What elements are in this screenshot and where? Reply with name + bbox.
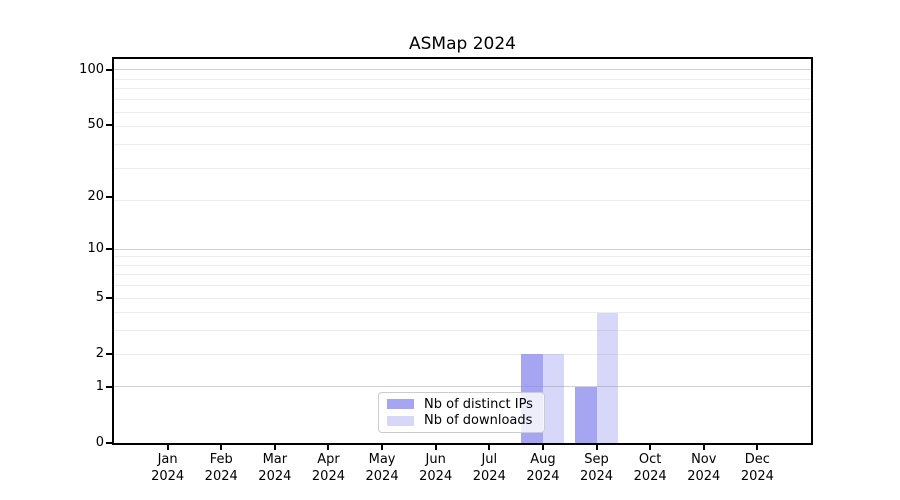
y-tick-mark bbox=[106, 297, 112, 300]
gridline-minor bbox=[114, 353, 811, 355]
gridline-minor bbox=[114, 167, 811, 169]
bar-aug-downloads bbox=[542, 354, 565, 443]
x-tick-label: Dec 2024 bbox=[725, 451, 789, 485]
x-tick-month: Oct bbox=[638, 452, 662, 467]
x-tick-year: 2024 bbox=[633, 469, 667, 484]
x-tick-mark bbox=[166, 445, 169, 450]
x-tick-label: Oct 2024 bbox=[618, 451, 682, 485]
legend-label-downloads: Nb of downloads bbox=[424, 413, 533, 429]
x-tick-label: Feb 2024 bbox=[189, 451, 253, 485]
legend-item-distinct-ips: Nb of distinct IPs bbox=[387, 397, 536, 412]
x-tick-mark bbox=[488, 445, 491, 450]
gridline-minor bbox=[114, 144, 811, 146]
x-tick-label: Aug 2024 bbox=[511, 451, 575, 485]
bar-layer bbox=[114, 59, 811, 443]
y-tick-mark bbox=[106, 442, 112, 444]
y-tick-label: 0 bbox=[95, 435, 104, 450]
gridline-minor bbox=[114, 78, 811, 80]
x-tick-year: 2024 bbox=[579, 469, 614, 484]
gridline-minor bbox=[114, 111, 811, 113]
x-tick-month: Feb bbox=[209, 452, 233, 467]
x-tick-label: Mar 2024 bbox=[243, 451, 307, 485]
x-tick-year: 2024 bbox=[258, 469, 292, 484]
x-tick-month: Jul bbox=[481, 452, 498, 467]
x-tick-mark bbox=[702, 445, 705, 450]
y-tick-label: 100 bbox=[79, 61, 104, 77]
x-tick-mark bbox=[273, 445, 276, 450]
y-tick-label: 50 bbox=[87, 117, 104, 133]
gridline-minor bbox=[114, 312, 811, 314]
x-tick-label: Sep 2024 bbox=[565, 451, 629, 485]
x-tick-label: Apr 2024 bbox=[296, 451, 360, 485]
x-tick-label: Jul 2024 bbox=[457, 451, 521, 485]
x-tick-month: Dec bbox=[744, 452, 770, 467]
gridline-major bbox=[114, 69, 811, 71]
chart-title: ASMap 2024 bbox=[409, 34, 516, 54]
x-tick-month: Nov bbox=[691, 452, 717, 467]
y-tick-label: 2 bbox=[95, 346, 104, 362]
x-tick-label: Jun 2024 bbox=[404, 451, 468, 485]
x-tick-year: 2024 bbox=[740, 469, 774, 484]
x-tick-mark bbox=[595, 445, 598, 450]
x-tick-month: Mar bbox=[262, 452, 288, 467]
y-tick-mark bbox=[106, 68, 112, 71]
x-tick-mark bbox=[327, 445, 330, 450]
gridline-minor bbox=[114, 297, 811, 299]
legend-label-distinct-ips: Nb of distinct IPs bbox=[424, 396, 533, 412]
x-tick-year: 2024 bbox=[526, 469, 560, 484]
gridline-minor bbox=[114, 264, 811, 266]
gridline-major bbox=[114, 386, 811, 388]
x-tick-label: Nov 2024 bbox=[672, 451, 736, 485]
x-tick-mark bbox=[541, 445, 544, 450]
x-tick-month: Apr bbox=[317, 452, 340, 467]
grid-layer bbox=[114, 59, 811, 443]
legend-swatch-downloads bbox=[387, 415, 414, 426]
gridline-minor bbox=[114, 200, 811, 202]
gridline-minor bbox=[114, 285, 811, 287]
gridline-minor bbox=[114, 99, 811, 101]
x-tick-month: Jan bbox=[157, 452, 178, 467]
x-tick-mark bbox=[649, 445, 652, 450]
y-tick-label: 10 bbox=[87, 241, 104, 257]
x-tick-year: 2024 bbox=[472, 469, 506, 484]
bar-sep-downloads bbox=[596, 312, 618, 443]
y-tick-label: 1 bbox=[95, 378, 104, 394]
x-tick-mark bbox=[434, 445, 437, 450]
y-tick-label: 20 bbox=[87, 188, 104, 204]
y-tick-mark bbox=[106, 124, 112, 127]
x-tick-year: 2024 bbox=[151, 469, 185, 484]
gridline-minor bbox=[114, 126, 811, 128]
gridline-minor bbox=[114, 256, 811, 258]
x-tick-year: 2024 bbox=[365, 469, 399, 484]
legend: Nb of distinct IPs Nb of downloads bbox=[378, 392, 545, 433]
x-tick-month: Sep bbox=[584, 452, 609, 467]
x-tick-year: 2024 bbox=[311, 469, 345, 484]
x-tick-mark bbox=[381, 445, 384, 450]
y-tick-mark bbox=[106, 195, 112, 198]
x-tick-month: Jun bbox=[425, 452, 446, 467]
y-tick-label: 5 bbox=[95, 290, 104, 306]
x-tick-month: May bbox=[368, 452, 396, 467]
legend-swatch-distinct-ips bbox=[387, 399, 414, 410]
y-tick-mark bbox=[106, 385, 112, 388]
x-tick-year: 2024 bbox=[204, 469, 238, 484]
y-tick-mark bbox=[106, 248, 112, 251]
gridline-minor bbox=[114, 88, 811, 90]
gridline-minor bbox=[114, 330, 811, 332]
x-tick-year: 2024 bbox=[687, 469, 721, 484]
x-tick-year: 2024 bbox=[419, 469, 453, 484]
y-tick-mark bbox=[106, 353, 112, 356]
legend-item-downloads: Nb of downloads bbox=[387, 413, 536, 428]
x-tick-label: May 2024 bbox=[350, 451, 414, 485]
bar-sep-distinct-ips bbox=[575, 386, 597, 443]
gridline-major bbox=[114, 248, 811, 250]
x-tick-mark bbox=[220, 445, 223, 450]
gridline-minor bbox=[114, 274, 811, 276]
x-tick-label: Jan 2024 bbox=[136, 451, 200, 485]
plot-area: Nb of distinct IPs Nb of downloads bbox=[112, 57, 813, 445]
x-tick-mark bbox=[756, 445, 759, 450]
x-tick-month: Aug bbox=[530, 452, 556, 467]
